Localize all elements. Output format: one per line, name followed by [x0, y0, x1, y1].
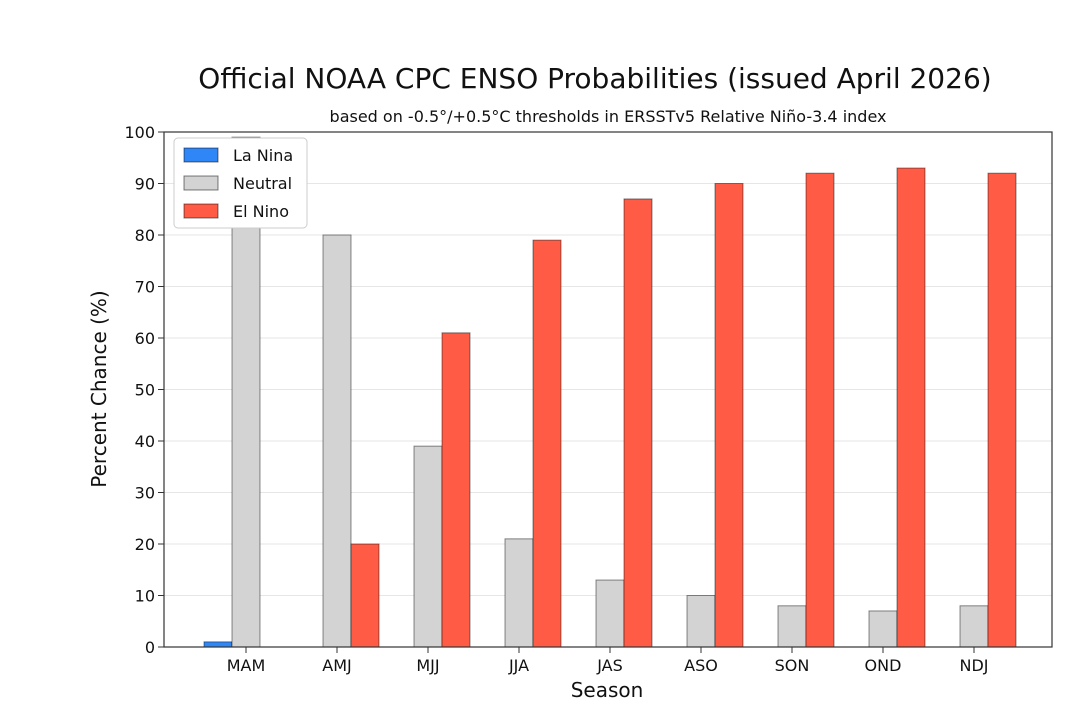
y-tick-label: 100 — [124, 123, 155, 142]
legend-label-neutral: Neutral — [233, 174, 292, 193]
bar-neutral-jas — [595, 579, 625, 648]
bars — [203, 136, 1017, 648]
chart-subtitle: based on -0.5°/+0.5°C thresholds in ERSS… — [330, 107, 887, 126]
chart-title: Official NOAA CPC ENSO Probabilities (is… — [198, 62, 991, 95]
x-axis-label: Season — [571, 678, 644, 702]
bar-el-nino-amj — [350, 543, 380, 648]
x-tick-label: MAM — [227, 656, 266, 675]
bar-neutral-jja — [504, 538, 534, 648]
y-tick-label: 50 — [135, 381, 155, 400]
x-tick-label: SON — [775, 656, 810, 675]
x-tick-label: JAS — [596, 656, 623, 675]
y-tick-label: 70 — [135, 278, 155, 297]
x-tick-label: ASO — [684, 656, 718, 675]
x-tick-label: MJJ — [416, 656, 439, 675]
bar-neutral-amj — [322, 234, 352, 648]
x-tick-label: AMJ — [322, 656, 351, 675]
x-tick-label: JJA — [508, 656, 529, 675]
bar-el-nino-jas — [623, 198, 653, 648]
x-tick-label: NDJ — [959, 656, 988, 675]
y-tick-label: 40 — [135, 432, 155, 451]
x-axis-ticks: MAM AMJ MJJ JJA JAS ASO SON OND NDJ — [227, 647, 989, 675]
y-axis-ticks: 0 10 20 30 40 50 60 70 80 90 100 — [124, 123, 164, 657]
y-tick-label: 30 — [135, 484, 155, 503]
bar-neutral-ndj — [959, 605, 989, 648]
bar-la-nina-mam — [203, 641, 233, 648]
bar-el-nino-son — [805, 172, 835, 648]
bar-neutral-mjj — [413, 445, 443, 648]
y-tick-label: 20 — [135, 535, 155, 554]
legend-label-el-nino: El Nino — [233, 202, 289, 221]
x-tick-label: OND — [865, 656, 902, 675]
legend-swatch-neutral — [183, 175, 219, 191]
bar-neutral-aso — [686, 595, 716, 648]
y-tick-label: 60 — [135, 329, 155, 348]
bar-el-nino-aso — [714, 183, 744, 648]
legend-label-la-nina: La Nina — [233, 146, 293, 165]
y-tick-label: 0 — [145, 638, 155, 657]
legend: La Nina Neutral El Nino — [173, 137, 308, 229]
y-tick-label: 80 — [135, 226, 155, 245]
bar-el-nino-ndj — [987, 172, 1017, 648]
bar-el-nino-mjj — [441, 332, 471, 648]
gridlines — [164, 183, 1052, 596]
legend-swatch-la-nina — [183, 147, 219, 163]
y-axis-label: Percent Chance (%) — [87, 290, 111, 487]
bar-neutral-ond — [868, 610, 898, 648]
bar-neutral-son — [777, 605, 807, 648]
legend-swatch-el-nino — [183, 203, 219, 219]
y-tick-label: 10 — [135, 587, 155, 606]
bar-el-nino-ond — [896, 167, 926, 648]
bar-el-nino-jja — [532, 239, 562, 648]
y-tick-label: 90 — [135, 175, 155, 194]
